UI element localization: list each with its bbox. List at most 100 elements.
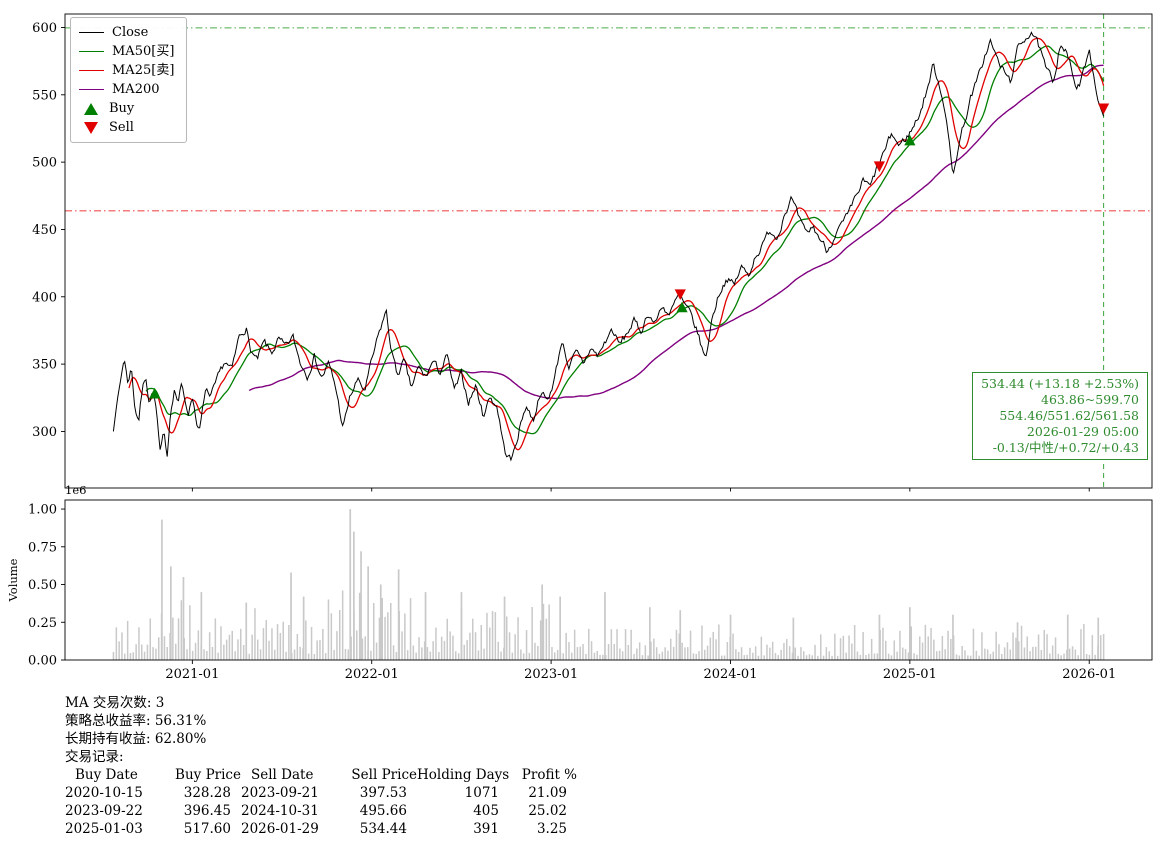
axis-ticks-labels: 300 350 400 450 500 550 600 0.00 0.25 0.50 0.75 1.0… <box>6 21 1116 682</box>
price-panel-frame <box>64 13 1153 489</box>
tick-label: 300 <box>32 425 57 440</box>
trade-cell: 391 <box>473 821 499 837</box>
sell-marker <box>1097 103 1110 115</box>
tick-label: 0.75 <box>28 540 57 555</box>
stat-hold-return: 长期持有收益: 62.80% <box>65 731 207 747</box>
trade-cell: 2023-09-22 <box>65 803 143 819</box>
reference-lines <box>65 14 1152 488</box>
annotation-line: 554.46/551.62/561.58 <box>999 408 1139 423</box>
tick-label: 0.00 <box>28 654 57 669</box>
legend-item-close: Close <box>79 23 174 42</box>
legend-item-ma50-: MA50[买] <box>79 42 174 61</box>
annotation-line: 2026-01-29 05:00 <box>1026 424 1139 439</box>
trade-cell: 2024-10-31 <box>241 803 319 819</box>
trades-header-cell: Sell Date <box>251 767 314 783</box>
annotation-line: -0.13/中性/+0.72/+0.43 <box>992 440 1139 455</box>
volume-bars <box>112 509 1105 660</box>
legend-item-ma25-: MA25[卖] <box>79 61 174 80</box>
trade-cell: 2025-01-03 <box>65 821 143 837</box>
tick-label: 2022-01 <box>345 667 399 682</box>
volume-scale-offset-text: 1e6 <box>65 483 86 497</box>
tick-label: 1.00 <box>28 503 57 518</box>
sell-markers <box>674 103 1110 301</box>
legend-label: Buy <box>109 101 135 116</box>
legend-line-swatch <box>79 89 104 90</box>
legend-line-swatch <box>79 70 104 71</box>
sell-marker <box>674 289 686 301</box>
triangle-up-icon <box>84 102 98 115</box>
legend-item-buy: Buy <box>79 99 174 118</box>
axes <box>64 13 1153 661</box>
legend-line-swatch <box>79 51 104 52</box>
buy-marker <box>904 134 916 146</box>
close <box>112 31 1105 462</box>
tick-label: 450 <box>32 223 57 238</box>
close-line <box>112 31 1105 462</box>
trade-cell: 3.25 <box>536 821 567 837</box>
quote-annotation-box: 534.44 (+13.18 +2.53%) 463.86~599.70 554.4… <box>972 372 1148 460</box>
tick-label: 350 <box>32 358 57 373</box>
annotation-line: 534.44 (+13.18 +2.53%) <box>981 376 1139 391</box>
trades-header-row: Buy Date Buy Price Sell Date Sell Price Hold… <box>65 766 577 784</box>
tick-label: 500 <box>32 156 57 171</box>
stat-trades-count: MA 交易次数: 3 <box>65 695 165 711</box>
trade-cell: 534.44 <box>359 821 407 837</box>
ma25-line <box>128 37 1105 451</box>
legend-label: Close <box>112 25 149 40</box>
tick-label: 550 <box>32 88 57 103</box>
trades-header-cell: Sell Price <box>351 767 417 783</box>
legend-label: MA25[卖] <box>112 63 175 78</box>
buy-marker <box>676 301 688 313</box>
trade-cell: 495.66 <box>359 803 407 819</box>
ma50-line <box>145 45 1105 435</box>
trade-cell: 517.60 <box>183 821 231 837</box>
ma200 <box>248 64 1104 400</box>
volume-panel-frame <box>64 499 1153 661</box>
annotation-line: 463.86~599.70 <box>1041 392 1139 407</box>
ma50 <box>145 45 1105 435</box>
tick-label: 2025-01 <box>883 667 937 682</box>
tick-label: 0.50 <box>28 578 57 593</box>
trades-header-cell: Buy Date <box>75 767 138 783</box>
chart-legend: Close MA50[买] MA25[卖] MA200 Buy Sell <box>70 17 188 143</box>
trade-cell: 2023-09-21 <box>241 785 319 801</box>
stat-strategy-return: 策略总收益率: 56.31% <box>65 713 207 729</box>
trade-row: 2023-09-22 396.45 2024-10-31 495.66 405 25.02 <box>65 802 577 820</box>
trade-cell: 2020-10-15 <box>65 785 143 801</box>
stats-block: MA 交易次数: 3 策略总收益率: 56.31% 长期持有收益: 62.80%… <box>65 694 577 838</box>
trades-header-cell: Buy Price <box>175 767 241 783</box>
trades-table: Buy Date Buy Price Sell Date Sell Price Hold… <box>65 766 577 838</box>
ma25 <box>128 37 1105 451</box>
legend-label: MA200 <box>112 82 160 97</box>
buy-markers <box>149 134 916 399</box>
trades-header-cell: Holding Days <box>417 767 510 783</box>
ma200-line <box>248 64 1104 400</box>
trade-cell: 21.09 <box>528 785 567 801</box>
trade-row: 2020-10-15 328.28 2023-09-21 397.53 1071 21.0… <box>65 784 577 802</box>
legend-item-sell: Sell <box>79 118 174 137</box>
buy-marker <box>149 387 161 399</box>
stat-records-title: 交易记录: <box>65 749 124 765</box>
legend-line-swatch <box>79 32 104 33</box>
tick-label: 2021-01 <box>165 667 219 682</box>
price-volume-chart: 300 350 400 450 500 550 600 0.00 0.25 0.50 0.75 1.0… <box>6 13 1153 682</box>
sell-marker <box>873 161 885 173</box>
tick-label: 2024-01 <box>703 667 757 682</box>
trade-row: 2025-01-03 517.60 2026-01-29 534.44 391 3.25 <box>65 820 577 838</box>
tick-label: 2023-01 <box>524 667 578 682</box>
trade-cell: 328.28 <box>183 785 231 801</box>
trade-cell: 397.53 <box>359 785 407 801</box>
trades-header-cell: Profit % <box>521 767 577 783</box>
legend-label: MA50[买] <box>112 44 175 59</box>
volume-ylabel: Volume <box>6 558 20 602</box>
trade-cell: 2026-01-29 <box>241 821 319 837</box>
legend-item-ma200: MA200 <box>79 80 174 99</box>
trade-cell: 396.45 <box>183 803 231 819</box>
legend-label: Sell <box>109 120 134 135</box>
tick-label: 400 <box>32 290 57 305</box>
tick-label: 2026-01 <box>1062 667 1116 682</box>
triangle-down-icon <box>84 121 98 134</box>
tick-label: 0.25 <box>28 616 57 631</box>
trade-cell: 1071 <box>464 785 499 801</box>
